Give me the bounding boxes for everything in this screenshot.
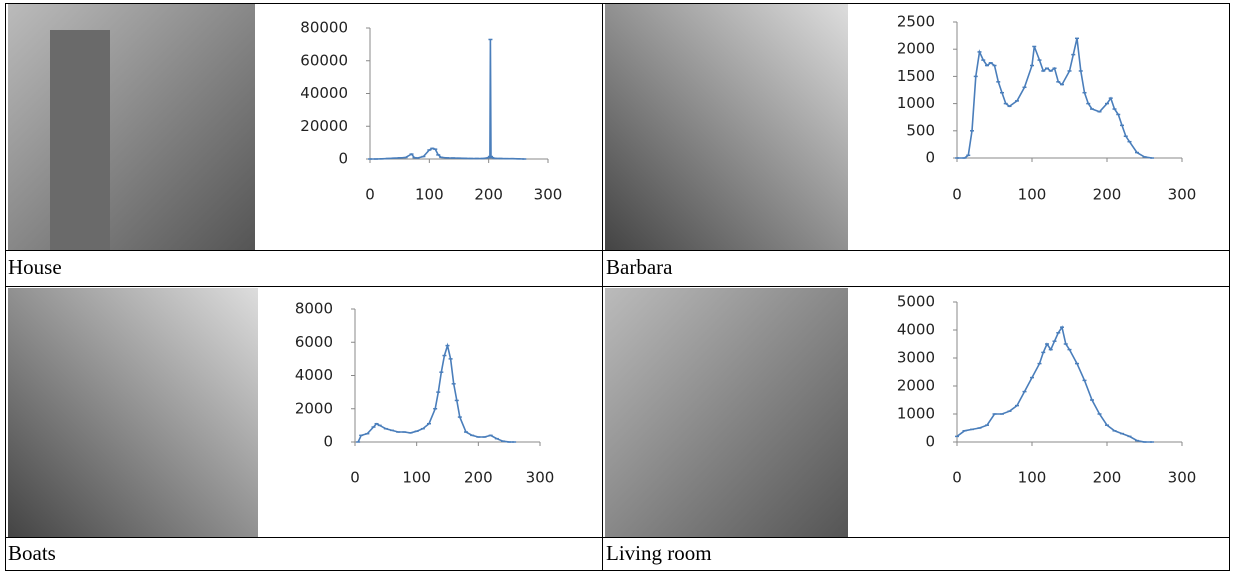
caption: Barbara [606, 255, 673, 279]
histogram-line [370, 40, 524, 160]
photo-living-room [605, 288, 848, 537]
x-tick-label: 200 [1093, 186, 1122, 204]
x-tick-label: 100 [1018, 469, 1047, 487]
histogram-line [957, 38, 1152, 158]
figure-table: House Barbara Boats Living room 02000040… [0, 0, 1234, 573]
x-tick-label: 300 [1168, 186, 1197, 204]
x-tick-label: 100 [415, 186, 444, 204]
x-tick-label: 0 [350, 469, 360, 487]
y-tick-label: 0 [338, 150, 348, 168]
y-tick-label: 2500 [897, 13, 935, 31]
y-tick-label: 1500 [897, 67, 935, 85]
y-tick-label: 4000 [295, 366, 333, 384]
y-tick-label: 500 [906, 121, 935, 139]
y-tick-label: 2000 [897, 40, 935, 58]
histogram-line [358, 346, 514, 442]
x-tick-label: 200 [474, 186, 503, 204]
y-tick-label: 20000 [300, 117, 348, 135]
x-tick-label: 300 [1168, 469, 1197, 487]
x-tick-label: 300 [526, 469, 555, 487]
photo-barbara [605, 4, 848, 250]
y-tick-label: 0 [925, 149, 935, 167]
y-tick-label: 4000 [897, 321, 935, 339]
y-tick-label: 3000 [897, 349, 935, 367]
y-tick-label: 2000 [897, 377, 935, 395]
caption: Living room [606, 541, 712, 565]
y-tick-label: 1000 [897, 94, 935, 112]
x-tick-label: 100 [402, 469, 431, 487]
y-tick-label: 5000 [897, 293, 935, 311]
x-tick-label: 200 [464, 469, 493, 487]
x-tick-label: 0 [952, 469, 962, 487]
x-tick-label: 0 [365, 186, 375, 204]
y-tick-label: 1000 [897, 405, 935, 423]
y-tick-label: 8000 [295, 300, 333, 318]
photo-house [8, 4, 255, 250]
y-tick-label: 0 [323, 433, 333, 451]
x-tick-label: 0 [952, 186, 962, 204]
y-tick-label: 60000 [300, 51, 348, 69]
x-tick-label: 300 [534, 186, 563, 204]
y-tick-label: 0 [925, 433, 935, 451]
caption: House [8, 255, 62, 279]
photo-detail [50, 30, 110, 250]
y-tick-label: 40000 [300, 84, 348, 102]
y-tick-label: 2000 [295, 399, 333, 417]
y-tick-label: 80000 [300, 19, 348, 37]
photo-boats [8, 288, 258, 537]
y-tick-label: 6000 [295, 333, 333, 351]
x-tick-label: 200 [1093, 469, 1122, 487]
caption: Boats [8, 541, 56, 565]
x-tick-label: 100 [1018, 186, 1047, 204]
